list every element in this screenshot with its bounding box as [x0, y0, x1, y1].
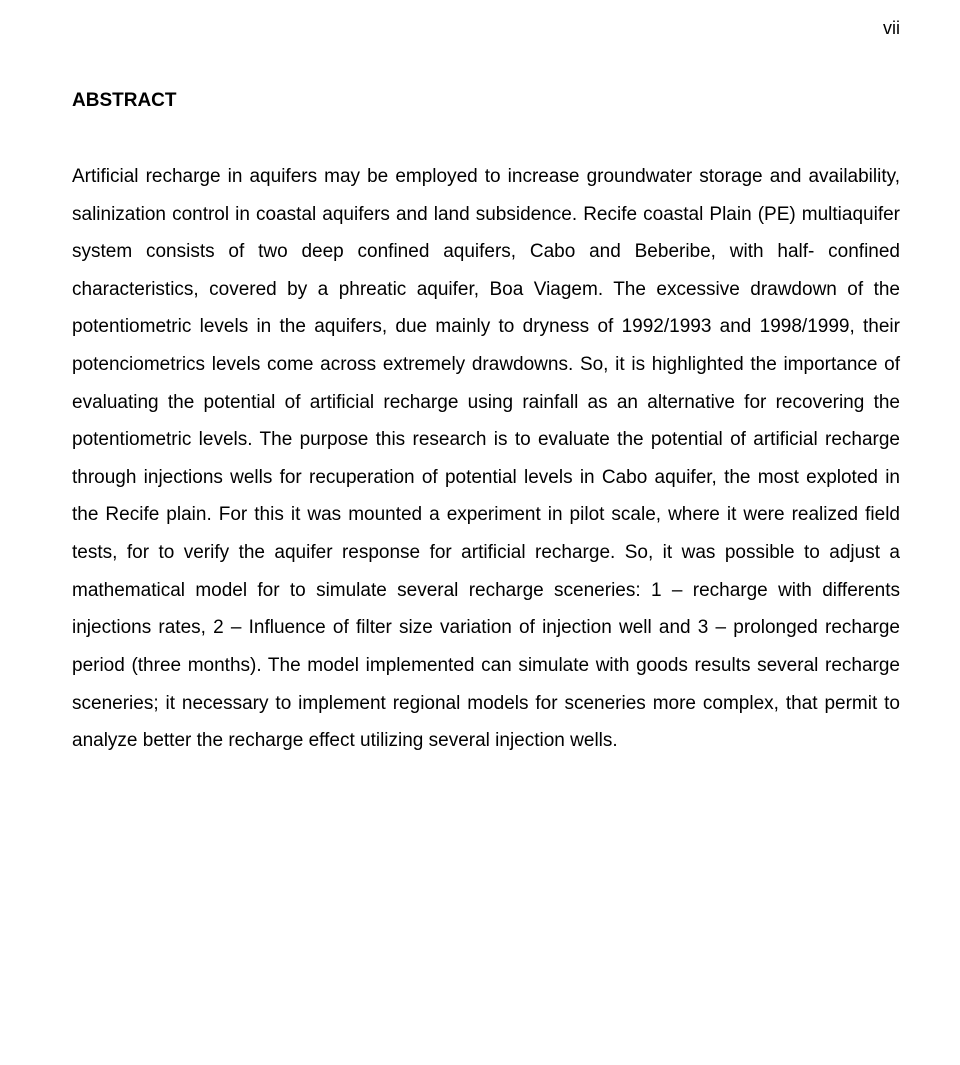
- page-number: vii: [883, 18, 900, 39]
- abstract-heading: ABSTRACT: [72, 90, 900, 112]
- abstract-body: Artificial recharge in aquifers may be e…: [72, 158, 900, 760]
- abstract-section: ABSTRACT Artificial recharge in aquifers…: [72, 90, 900, 760]
